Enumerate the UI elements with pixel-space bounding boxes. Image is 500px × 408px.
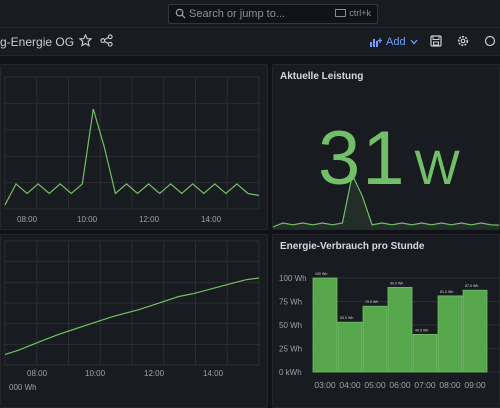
- panel-title: Aktuelle Leistung: [280, 71, 364, 82]
- x-tick-label: 03:00: [314, 380, 336, 390]
- add-button-label: Add: [386, 36, 406, 48]
- current-power-sparkline: [273, 173, 499, 229]
- power-timeseries-chart: [4, 76, 260, 210]
- y-tick-label: 50 Wh: [279, 321, 302, 330]
- x-tick-label: 08:00: [439, 380, 461, 390]
- current-power-value: 31 W: [318, 115, 460, 202]
- y-tick-label: 100 Wh: [279, 274, 307, 283]
- x-tick-label: 09:00: [464, 380, 486, 390]
- panel-current-power[interactable]: Aktuelle Leistung 31 W: [272, 64, 500, 230]
- bar-value-label: 100 Wh: [315, 272, 327, 276]
- power-series-line: [4, 108, 260, 206]
- panel-energy-total[interactable]: 08:00 10:00 12:00 14:00 000 Wh: [0, 234, 268, 408]
- panel-title: Energie-Verbrauch pro Stunde: [280, 241, 425, 252]
- current-power-unit: W: [414, 142, 460, 195]
- gear-icon[interactable]: [457, 35, 469, 47]
- bar-value-label: 81.0 Wh: [440, 290, 453, 294]
- bar: [387, 287, 413, 373]
- x-tick-label: 10:00: [85, 369, 106, 378]
- more-icon[interactable]: [484, 35, 496, 47]
- dashboard-toolbar: g-Energie OG Add: [0, 28, 500, 56]
- bar-value-label: 87.0 Wh: [465, 284, 478, 288]
- bar: [337, 321, 363, 373]
- panel-power-timeseries[interactable]: 08:00 10:00 12:00 14:00: [0, 64, 268, 230]
- share-icon[interactable]: [100, 34, 113, 47]
- x-tick-label: 12:00: [144, 369, 165, 378]
- x-tick-label: 07:00: [414, 380, 436, 390]
- search-shortcut: ctrl+k: [335, 8, 371, 18]
- x-tick-label: 10:00: [77, 215, 98, 224]
- y-tick-label: 25 Wh: [279, 345, 302, 354]
- sparkline-line: [273, 173, 499, 228]
- dashboard-title[interactable]: g-Energie OG: [0, 35, 75, 49]
- energy-total-line: [4, 277, 260, 356]
- x-tick-label: 12:00: [139, 215, 160, 224]
- star-icon[interactable]: [79, 34, 92, 47]
- bar: [312, 277, 338, 373]
- x-tick-label: 08:00: [27, 369, 48, 378]
- bar-value-label: 70.0 Wh: [365, 300, 378, 304]
- energy-total-chart: [4, 240, 260, 366]
- add-button[interactable]: Add: [370, 32, 418, 52]
- search-icon: [175, 8, 186, 19]
- x-tick-label: 06:00: [389, 380, 411, 390]
- chevron-down-icon: [410, 39, 418, 45]
- x-tick-label: 04:00: [339, 380, 361, 390]
- add-panel-icon: [370, 38, 382, 47]
- y-tick-label: 75 Wh: [279, 298, 302, 307]
- y-axis-label: 000 Wh: [9, 383, 37, 392]
- y-tick-label: 0 kWh: [279, 368, 302, 377]
- bar: [462, 289, 488, 373]
- search-placeholder: Search or jump to...: [189, 8, 285, 20]
- save-icon[interactable]: [430, 35, 442, 47]
- search-shortcut-label: ctrl+k: [349, 8, 371, 18]
- keyboard-icon: [335, 9, 347, 17]
- x-tick-label: 14:00: [201, 215, 222, 224]
- bar: [362, 305, 388, 373]
- top-bar: Search or jump to... ctrl+k: [0, 0, 500, 28]
- energy-per-hour-chart: 100 Wh 75 Wh 50 Wh 25 Wh 0 kWh 100 Wh 03:00 53.…: [279, 272, 499, 390]
- panel-energy-per-hour[interactable]: Energie-Verbrauch pro Stunde 100 Wh 75 Wh…: [272, 234, 500, 408]
- bar-value-label: 90.0 Wh: [390, 281, 403, 285]
- bar-value-label: 53.0 Wh: [340, 316, 353, 320]
- x-tick-label: 14:00: [203, 369, 224, 378]
- x-tick-label: 05:00: [364, 380, 386, 390]
- bar: [437, 295, 463, 373]
- current-power-number: 31: [318, 116, 407, 201]
- search-box[interactable]: Search or jump to... ctrl+k: [168, 4, 378, 24]
- bar-value-label: 40.0 Wh: [415, 328, 428, 332]
- x-tick-label: 08:00: [17, 215, 38, 224]
- bar: [412, 334, 438, 373]
